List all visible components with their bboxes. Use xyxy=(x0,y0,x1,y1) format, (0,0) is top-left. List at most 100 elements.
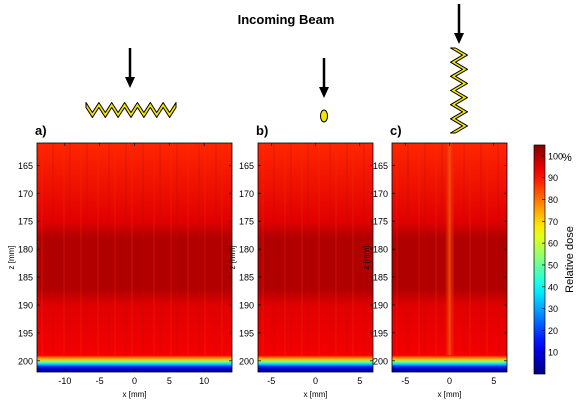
dose-texture xyxy=(80,143,82,356)
dose-texture xyxy=(97,143,99,356)
dose-texture xyxy=(352,143,354,356)
dose-map xyxy=(37,143,232,372)
x-tick-label: 5 xyxy=(167,376,172,386)
dose-map xyxy=(258,143,373,372)
dose-texture xyxy=(187,143,189,356)
y-tick-label: 200 xyxy=(239,356,254,366)
y-tick-label: 185 xyxy=(239,273,254,283)
colorbar-tick-label: 30 xyxy=(548,304,558,314)
y-tick-label: 165 xyxy=(18,161,33,171)
dose-texture xyxy=(318,143,320,356)
panels-group: a) 165 170 175 180 185 190 195 200 -10 -5 0 5 10 x [mm… xyxy=(7,123,508,399)
x-tick-label: 0 xyxy=(313,376,318,386)
panel-label: b) xyxy=(256,123,268,138)
pencil-beam-icon xyxy=(320,109,328,123)
panel-label: a) xyxy=(35,123,47,138)
x-tick-label: 10 xyxy=(199,376,209,386)
dose-texture xyxy=(363,143,365,356)
arrow-head xyxy=(454,33,464,44)
x-tick-label: -10 xyxy=(58,376,71,386)
y-tick-label: 180 xyxy=(239,245,254,255)
dose-texture xyxy=(486,143,488,356)
x-tick-label: -5 xyxy=(267,376,275,386)
colorbar: 10 20 30 40 50 60 70 80 90 100% Relative dose xyxy=(533,144,576,375)
y-tick-label: 190 xyxy=(239,300,254,310)
dose-texture xyxy=(284,143,286,356)
x-tick-label: 5 xyxy=(357,376,362,386)
dose-texture xyxy=(335,143,337,356)
dose-texture xyxy=(407,143,409,356)
dose-texture xyxy=(418,143,420,356)
x-tick-label: -5 xyxy=(96,376,104,386)
y-tick-label: 190 xyxy=(373,300,388,310)
y-tick-label: 170 xyxy=(239,189,254,199)
dose-texture xyxy=(69,143,71,356)
dose-texture xyxy=(114,143,116,356)
y-tick-label: 195 xyxy=(373,328,388,338)
beam-arrow-icon xyxy=(454,4,464,44)
dose-texture xyxy=(63,143,65,356)
colorbar-tick-label: 50 xyxy=(548,260,558,270)
dose-texture xyxy=(435,143,437,356)
y-tick-label: 170 xyxy=(18,189,33,199)
dose-texture xyxy=(497,143,499,356)
y-tick-label: 200 xyxy=(18,356,33,366)
dose-texture xyxy=(329,143,331,356)
beam-arrow-icon xyxy=(319,58,329,98)
y-tick-label: 185 xyxy=(373,273,388,283)
dose-texture xyxy=(469,143,471,356)
y-tick-label: 180 xyxy=(373,245,388,255)
colorbar-tick-label: 90 xyxy=(548,173,558,183)
beam-arrow-icon xyxy=(125,48,135,88)
beam-icons-group xyxy=(85,4,468,134)
y-tick-label: 175 xyxy=(239,217,254,227)
dose-texture xyxy=(441,143,443,356)
y-tick-label: 175 xyxy=(18,217,33,227)
dose-texture xyxy=(215,143,217,356)
dose-texture xyxy=(262,143,264,356)
y-axis-label: z [mm] xyxy=(7,246,16,270)
zigzag-beam-icon xyxy=(85,102,177,118)
zigzag-beam-icon xyxy=(450,47,468,134)
dose-texture xyxy=(176,143,178,356)
y-tick-label: 190 xyxy=(18,300,33,310)
figure-title: Incoming Beam xyxy=(238,12,335,27)
colorbar-gradient xyxy=(533,144,546,375)
dose-texture xyxy=(307,143,309,356)
dose-texture xyxy=(125,143,127,356)
x-tick-label: 0 xyxy=(447,376,452,386)
x-axis-label: x [mm] xyxy=(123,390,147,399)
y-tick-label: 180 xyxy=(18,245,33,255)
dose-texture xyxy=(198,143,200,356)
y-tick-label: 175 xyxy=(373,217,388,227)
y-tick-label: 195 xyxy=(18,328,33,338)
colorbar-tick-label: 10 xyxy=(548,348,558,358)
dose-texture xyxy=(221,143,223,356)
dose-texture xyxy=(301,143,303,356)
dose-texture xyxy=(290,143,292,356)
panel-b: b) 165 170 175 180 185 190 195 200 -5 0 5 x [mm] z [m… xyxy=(228,123,374,399)
central-dose-streak xyxy=(444,143,455,356)
y-axis-label: z [mm] xyxy=(228,246,237,270)
y-tick-label: 170 xyxy=(373,189,388,199)
dose-texture xyxy=(273,143,275,356)
x-tick-label: -5 xyxy=(401,376,409,386)
dose-texture xyxy=(41,143,43,356)
x-tick-label: 5 xyxy=(491,376,496,386)
dose-texture xyxy=(346,143,348,356)
dose-texture xyxy=(396,143,398,356)
panel-a: a) 165 170 175 180 185 190 195 200 -10 -5 0 5 10 x [mm… xyxy=(7,123,233,399)
colorbar-tick-label: 20 xyxy=(548,326,558,336)
x-axis-label: x [mm] xyxy=(304,390,328,399)
colorbar-tick-label: 60 xyxy=(548,239,558,249)
colorbar-unit: % xyxy=(562,152,572,164)
dose-texture xyxy=(159,143,161,356)
y-tick-label: 200 xyxy=(373,356,388,366)
panel-c: c) 165 170 175 180 185 190 195 200 -5 0 5 x [mm] z [m… xyxy=(362,123,508,399)
y-tick-label: 185 xyxy=(18,273,33,283)
colorbar-label: Relative dose xyxy=(564,226,576,293)
dose-texture xyxy=(153,143,155,356)
colorbar-tick-label: 70 xyxy=(548,217,558,227)
colorbar-tick-label: 40 xyxy=(548,282,558,292)
